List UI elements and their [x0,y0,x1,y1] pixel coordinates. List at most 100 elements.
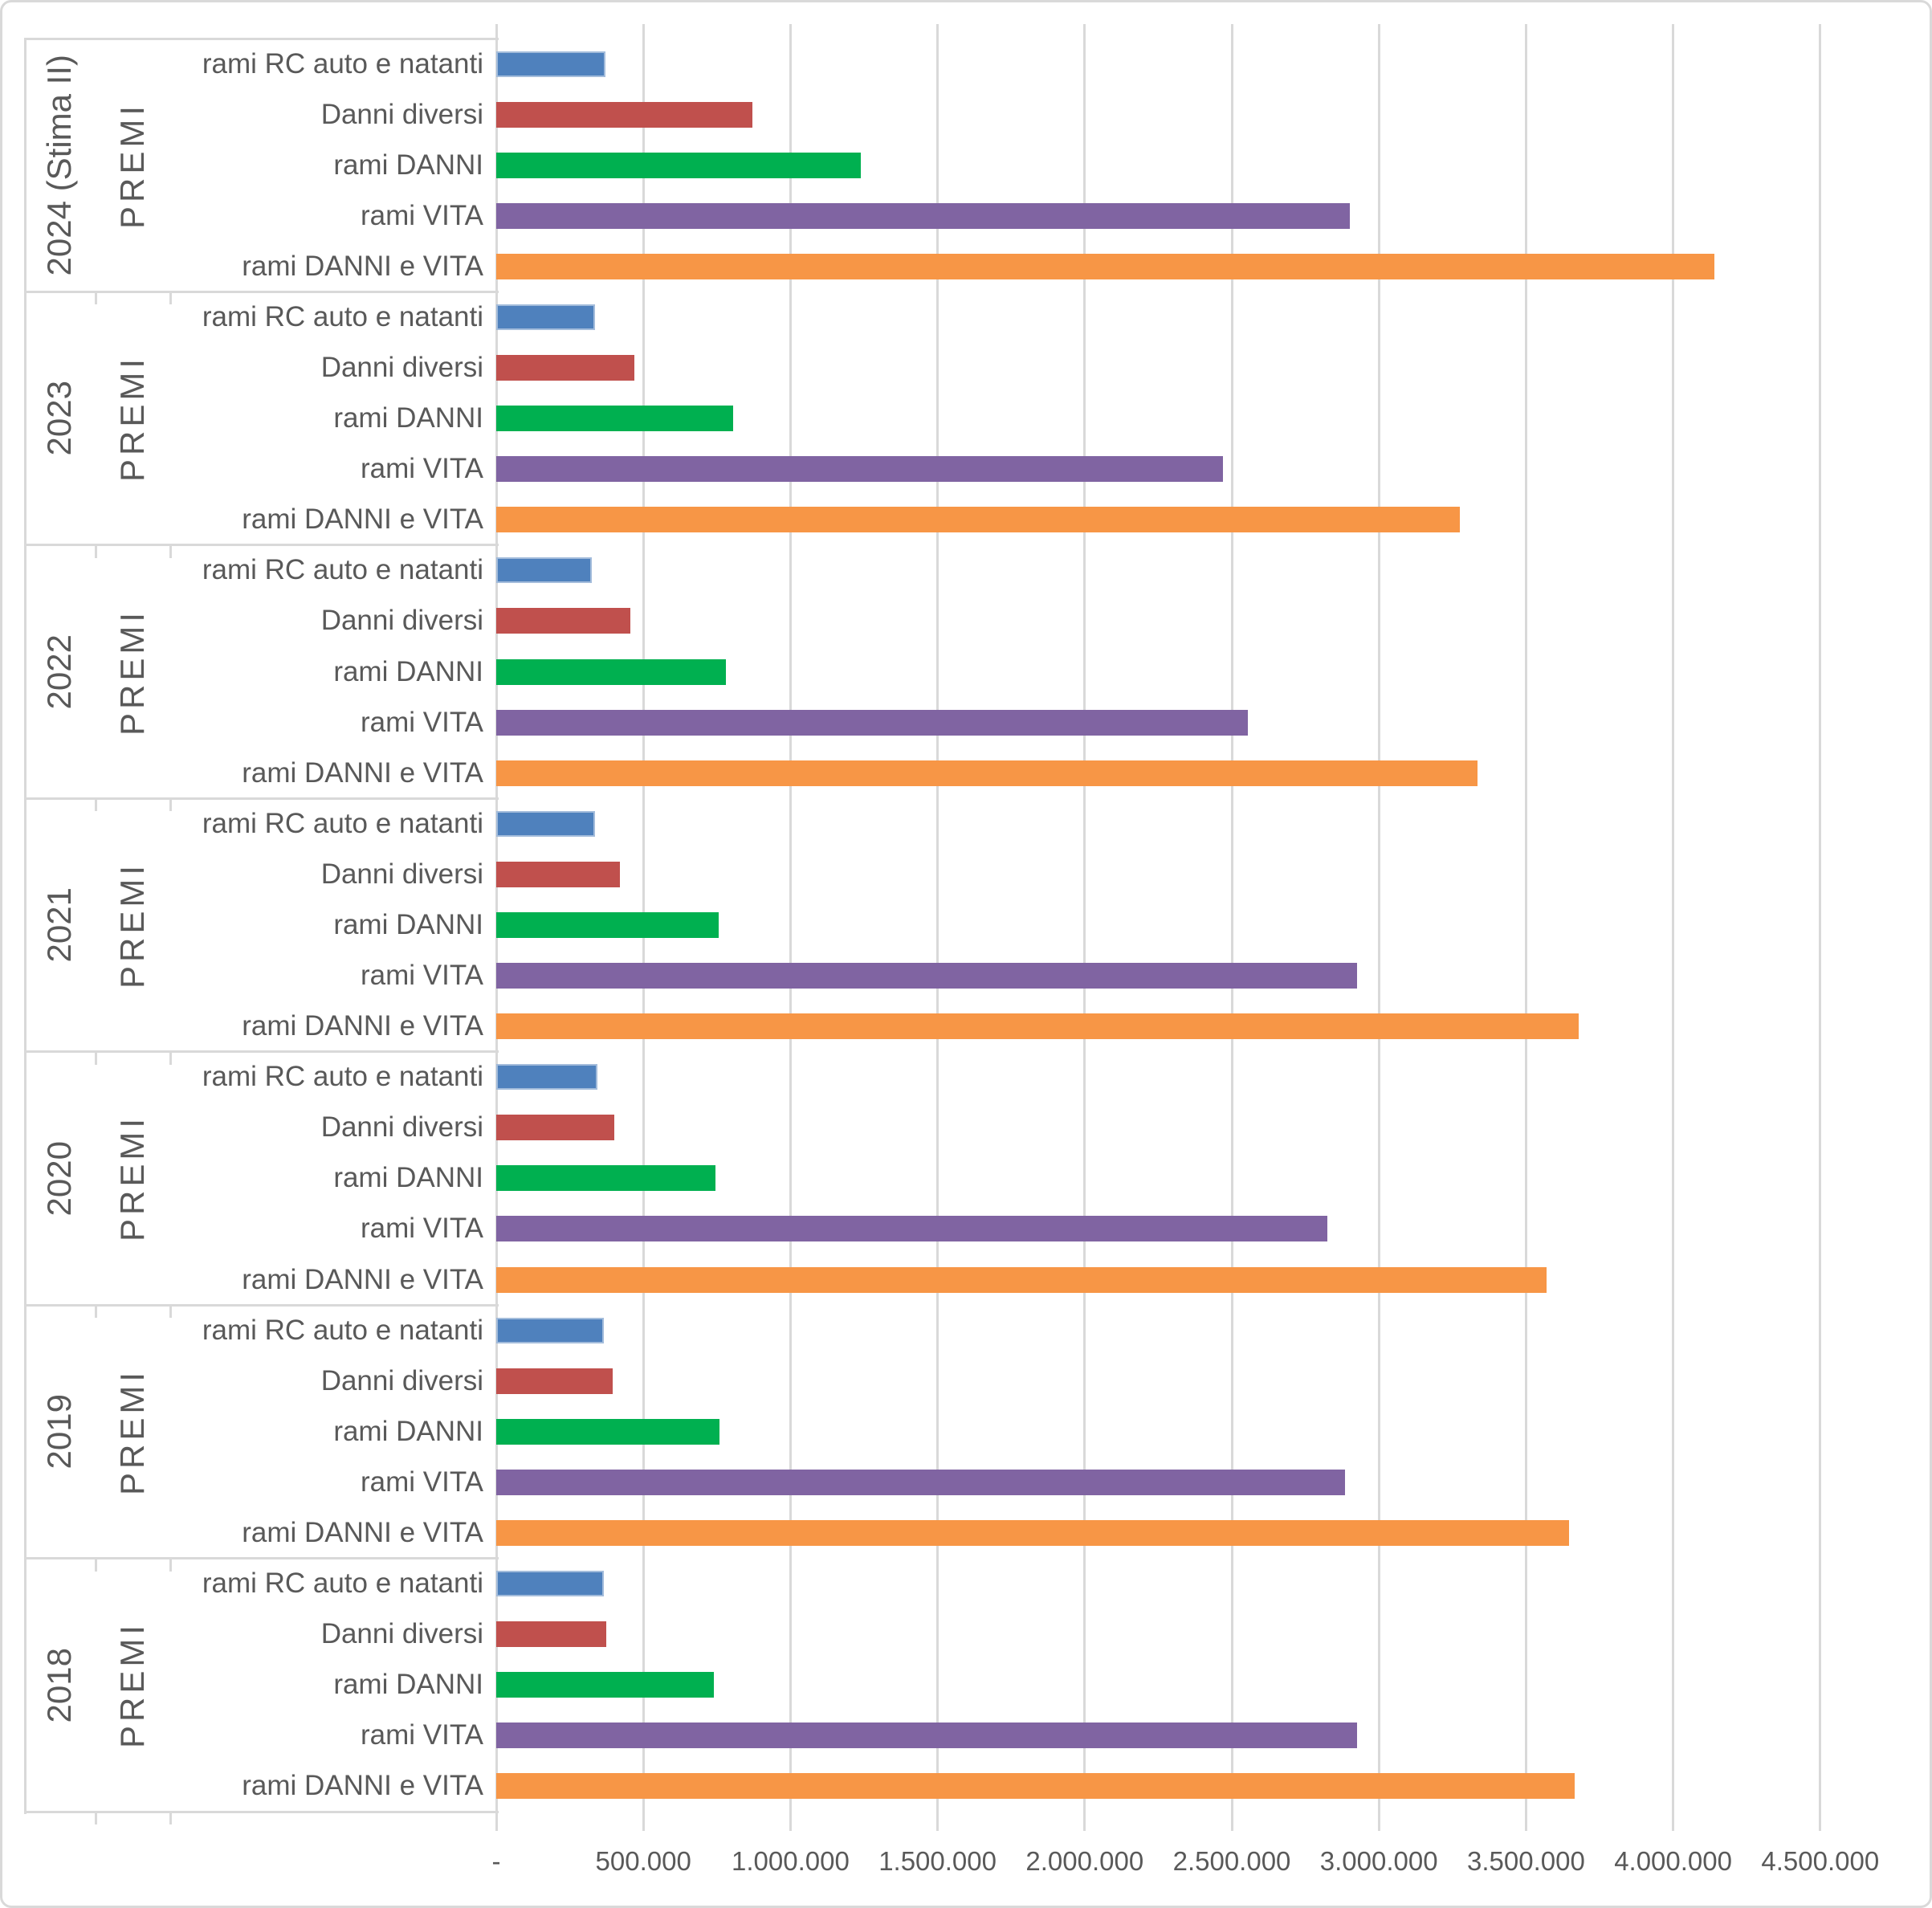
bar-row: rami DANNI e VITA [169,1761,1910,1812]
bar-track [496,697,1910,748]
category-label: rami VITA [361,1466,483,1498]
bar-rami-vita[interactable] [496,456,1223,483]
chart-groups: 2024 (Stima II) PREMI rami RC auto e natan… [24,39,1910,1812]
bar-rami-danni-e-vita[interactable] [496,507,1460,533]
group-separator-line [24,290,499,293]
section-label-premi: PREMI [112,1621,151,1749]
bar-row: Danni diversi [169,1103,1910,1153]
bar-track [496,1710,1910,1761]
bar-rami-danni[interactable] [496,152,862,178]
category-label: rami RC auto e natanti [202,47,483,80]
bar-rami-danni[interactable] [496,1418,720,1445]
category-label: rami VITA [361,706,483,738]
bar-rami-danni[interactable] [496,406,733,432]
bar-track [496,444,1910,495]
category-band-left-border [24,39,26,1814]
group-separator-line [24,1050,499,1054]
bar-rami-rc-auto-e-natanti[interactable] [496,1064,598,1091]
bar-rami-danni-e-vita[interactable] [496,1773,1575,1800]
group-separator-line [24,544,499,547]
year-label: 2024 (Stima II) [40,54,78,276]
x-axis-tick-labels: - 500.000 1.000.000 1.500.000 2.000.000 2.500… [492,1846,1893,1883]
bar-row: rami RC auto e natanti [169,39,1910,89]
bar-rami-danni-e-vita[interactable] [496,253,1714,279]
bar-rami-danni-e-vita[interactable] [496,1519,1569,1546]
bar-danni-diversi[interactable] [496,1621,607,1648]
bar-rami-danni[interactable] [496,1672,715,1698]
category-label: rami DANNI [333,149,483,181]
category-label: rami DANNI e VITA [242,1516,483,1548]
bar-row: Danni diversi [169,1609,1910,1660]
bar-rows: rami RC auto e natanti Danni diversi rami … [169,1052,1910,1305]
bar-row: Danni diversi [169,1356,1910,1406]
bar-rami-danni-e-vita[interactable] [496,1013,1579,1040]
bar-row: rami DANNI e VITA [169,495,1910,545]
year-label-col: 2023 [24,292,95,544]
bar-danni-diversi[interactable] [496,355,635,381]
bar-danni-diversi[interactable] [496,861,620,887]
gridline [1083,24,1086,1831]
bar-row: rami DANNI e VITA [169,241,1910,292]
year-label-col: 2019 [24,1305,95,1558]
year-group-2023: 2023 PREMI rami RC auto e natanti Danni div… [24,292,1910,544]
bar-rami-vita[interactable] [496,963,1357,989]
category-label: rami RC auto e natanti [202,807,483,839]
category-label: Danni diversi [320,605,483,637]
category-label: rami DANNI [333,1415,483,1447]
section-label-col: PREMI [95,292,169,544]
category-label: rami RC auto e natanti [202,1314,483,1346]
bar-track [496,1457,1910,1507]
bar-track [496,393,1910,444]
x-tick-label: 3.000.000 [1319,1846,1438,1876]
bar-rami-rc-auto-e-natanti[interactable] [496,1317,604,1343]
bar-rows: rami RC auto e natanti Danni diversi rami … [169,545,1910,798]
bar-rami-rc-auto-e-natanti[interactable] [496,1571,604,1597]
bar-danni-diversi[interactable] [496,1368,613,1394]
bar-rami-danni[interactable] [496,911,719,938]
x-tick-label: 500.000 [595,1846,691,1876]
year-group-2018: 2018 PREMI rami RC auto e natanti Danni div… [24,1559,1910,1812]
bar-rami-vita[interactable] [496,1469,1346,1495]
bar-rami-rc-auto-e-natanti[interactable] [496,810,595,837]
category-label: rami VITA [361,1719,483,1751]
category-label: rami DANNI [333,655,483,687]
bar-row: rami VITA [169,1710,1910,1761]
bar-track [496,39,1910,89]
bar-rami-danni-e-vita[interactable] [496,1266,1547,1293]
bar-row: rami VITA [169,190,1910,241]
bar-rami-danni[interactable] [496,1165,715,1192]
group-separator-line [24,37,499,40]
bar-row: rami RC auto e natanti [169,1052,1910,1103]
gridline [789,24,792,1831]
bar-track [496,596,1910,646]
bar-rami-danni[interactable] [496,658,726,685]
category-label: Danni diversi [320,1364,483,1396]
bar-track [496,1356,1910,1406]
bar-row: rami DANNI [169,1660,1910,1710]
gridline [1230,24,1233,1831]
category-label: rami VITA [361,960,483,992]
bar-rami-rc-auto-e-natanti[interactable] [496,51,605,77]
bar-rami-vita[interactable] [496,202,1350,229]
bar-danni-diversi[interactable] [496,608,630,634]
bar-rami-danni-e-vita[interactable] [496,760,1478,786]
bar-row: Danni diversi [169,596,1910,646]
bar-rami-rc-auto-e-natanti[interactable] [496,304,595,330]
bar-rami-vita[interactable] [496,1216,1328,1242]
bar-rami-rc-auto-e-natanti[interactable] [496,557,593,584]
bar-track [496,89,1910,140]
bar-track [496,951,1910,1001]
bar-track [496,798,1910,849]
year-label-col: 2020 [24,1052,95,1305]
year-label: 2021 [40,887,78,963]
axis-tick-stub [95,1305,97,1319]
section-label-col: PREMI [95,1559,169,1812]
year-group-2021: 2021 PREMI rami RC auto e natanti Danni div… [24,798,1910,1051]
bar-danni-diversi[interactable] [496,1115,614,1141]
bar-track [496,1507,1910,1558]
category-label: rami DANNI e VITA [242,1010,483,1042]
category-label: rami VITA [361,199,483,231]
bar-rami-vita[interactable] [496,1722,1357,1749]
bar-danni-diversi[interactable] [496,101,752,128]
bar-rami-vita[interactable] [496,709,1249,736]
